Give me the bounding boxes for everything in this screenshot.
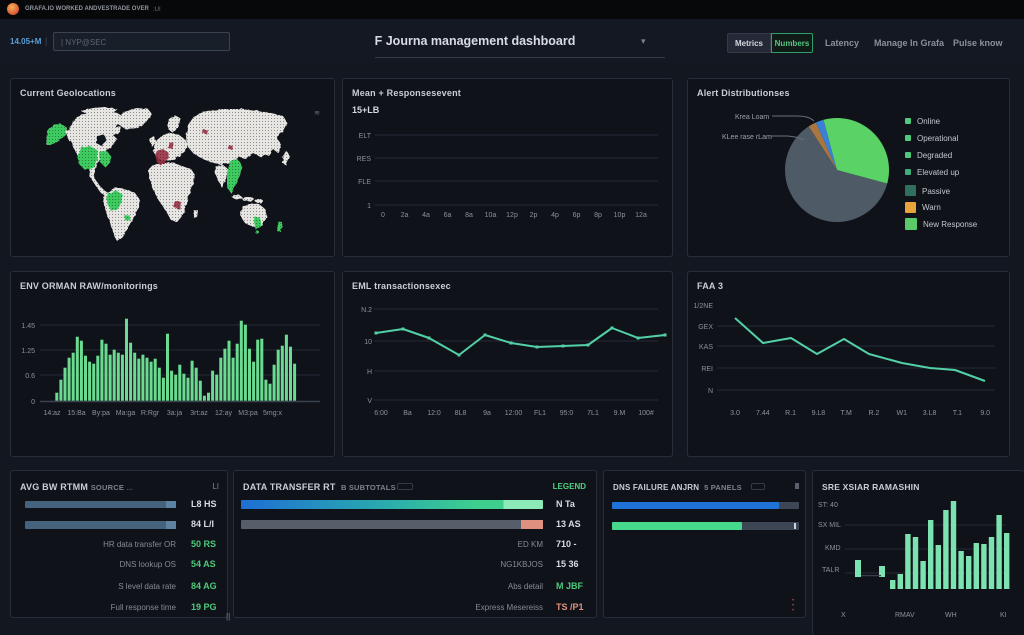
svg-text:RMAV: RMAV	[895, 612, 915, 619]
svg-text:SX MIL: SX MIL	[818, 522, 841, 529]
svg-text:10a: 10a	[485, 212, 497, 219]
svg-text:5mg:x: 5mg:x	[263, 410, 283, 417]
svg-text:ELT: ELT	[359, 133, 372, 140]
svg-text:1/2NE: 1/2NE	[694, 303, 714, 310]
svg-text:10: 10	[364, 339, 372, 346]
svg-text:0.6: 0.6	[25, 373, 35, 380]
svg-text:M3:pa: M3:pa	[238, 410, 258, 417]
svg-text:6p: 6p	[573, 212, 581, 219]
svg-text:KI: KI	[1000, 612, 1007, 619]
svg-text:V: V	[367, 398, 372, 405]
svg-text:14:az: 14:az	[43, 410, 61, 417]
svg-text:3rt:az: 3rt:az	[190, 410, 208, 417]
svg-text:N.2: N.2	[361, 307, 372, 314]
svg-text:4a: 4a	[422, 212, 430, 219]
svg-text:1.25: 1.25	[21, 348, 35, 355]
svg-text:ST: 40: ST: 40	[818, 502, 838, 509]
svg-text:8a: 8a	[465, 212, 473, 219]
svg-text:2p: 2p	[530, 212, 538, 219]
svg-text:2a: 2a	[401, 212, 409, 219]
svg-text:T.1: T.1	[953, 410, 962, 417]
svg-text:9.M: 9.M	[614, 410, 626, 417]
svg-text:0: 0	[31, 399, 35, 406]
svg-text:FL1: FL1	[534, 410, 546, 417]
svg-text:R.2: R.2	[869, 410, 880, 417]
svg-text:N: N	[708, 388, 713, 395]
svg-text:3.L8: 3.L8	[923, 410, 937, 417]
svg-text:9.L8: 9.L8	[812, 410, 826, 417]
svg-text:Krea Loam: Krea Loam	[735, 114, 769, 121]
svg-text:12:ay: 12:ay	[215, 410, 233, 417]
svg-text:Elevated up: Elevated up	[917, 168, 960, 177]
svg-text:FLE: FLE	[358, 179, 371, 186]
svg-text:H: H	[367, 369, 372, 376]
svg-text:100#: 100#	[638, 410, 654, 417]
svg-text:95:0: 95:0	[560, 410, 574, 417]
svg-text:GEX: GEX	[698, 324, 713, 331]
svg-text:Ma:ga: Ma:ga	[116, 410, 136, 417]
svg-text:TALR: TALR	[822, 567, 839, 574]
svg-text:Degraded: Degraded	[917, 151, 952, 160]
svg-text:9.0: 9.0	[980, 410, 990, 417]
svg-text:9a: 9a	[483, 410, 491, 417]
svg-text:0: 0	[381, 212, 385, 219]
svg-text:6:00: 6:00	[374, 410, 388, 417]
svg-text:WH: WH	[945, 612, 957, 619]
svg-text:7L1: 7L1	[587, 410, 599, 417]
svg-text:Warn: Warn	[922, 203, 941, 212]
svg-text:1: 1	[367, 203, 371, 210]
svg-text:X: X	[841, 612, 846, 619]
svg-text:KAS: KAS	[699, 344, 713, 351]
svg-text:T.M: T.M	[841, 410, 852, 417]
svg-text:12:00: 12:00	[505, 410, 523, 417]
svg-text:3.0: 3.0	[730, 410, 740, 417]
svg-text:Passive: Passive	[922, 187, 951, 196]
svg-text:4p: 4p	[551, 212, 559, 219]
svg-text:7.44: 7.44	[756, 410, 770, 417]
svg-text:12a: 12a	[635, 212, 647, 219]
svg-text:15:Ba: 15:Ba	[67, 410, 85, 417]
svg-text:KMD: KMD	[825, 545, 841, 552]
svg-text:1.45: 1.45	[21, 323, 35, 330]
svg-text:8L8: 8L8	[455, 410, 467, 417]
svg-text:REI: REI	[701, 366, 713, 373]
svg-text:Operational: Operational	[917, 134, 959, 143]
svg-text:R:Rgr: R:Rgr	[141, 410, 160, 417]
svg-text:W1: W1	[897, 410, 908, 417]
svg-text:RES: RES	[357, 156, 372, 163]
svg-text:12p: 12p	[506, 212, 518, 219]
svg-text:10p: 10p	[614, 212, 626, 219]
svg-text:Ba: Ba	[403, 410, 412, 417]
svg-text:3a:ja: 3a:ja	[167, 410, 182, 417]
svg-text:Online: Online	[917, 117, 941, 126]
svg-text:KLee rase rLam: KLee rase rLam	[722, 134, 772, 141]
svg-text:New Response: New Response	[923, 220, 978, 229]
svg-text:6a: 6a	[444, 212, 452, 219]
svg-text:R.1: R.1	[785, 410, 796, 417]
svg-text:By:pa: By:pa	[92, 410, 110, 417]
svg-text:8p: 8p	[594, 212, 602, 219]
svg-text:12:0: 12:0	[427, 410, 441, 417]
